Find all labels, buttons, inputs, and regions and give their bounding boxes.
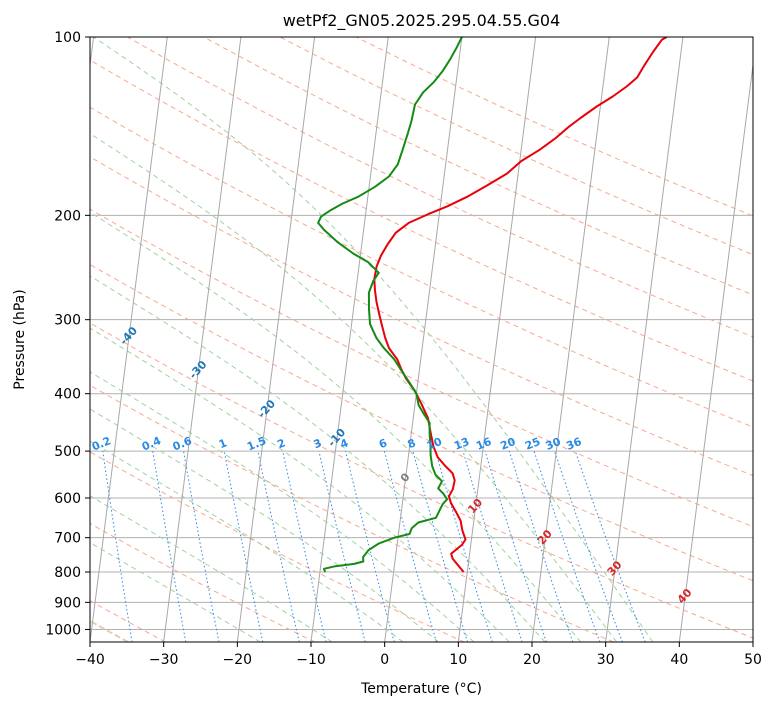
mixing-ratio-line	[508, 450, 574, 642]
isotherm-line	[163, 37, 242, 642]
isotherm-line	[90, 37, 168, 642]
x-tick-label: 30	[597, 652, 615, 668]
y-axis-label: Pressure (hPa)	[12, 289, 28, 389]
x-tick-label: −30	[149, 652, 179, 668]
mixing-ratio-line	[554, 450, 623, 642]
skewed-isotherms	[90, 37, 753, 642]
moist-adiabat-line	[93, 37, 654, 642]
y-tick-label: 400	[54, 387, 81, 403]
isotherm-line	[531, 37, 610, 642]
mixing-ratio-line	[412, 450, 468, 642]
moist-adiabat-line	[90, 371, 475, 642]
plot-frame	[89, 36, 754, 643]
y-tick-label: 500	[54, 444, 81, 460]
moist-adiabat-line	[90, 541, 261, 642]
moist-adiabats	[90, 37, 654, 642]
mixing-ratio-lines	[102, 450, 646, 642]
moist-adiabat-line	[90, 275, 546, 642]
mixing-ratio-label: 25	[523, 435, 542, 453]
isotherm-line	[678, 61, 753, 642]
mixing-ratio-line	[282, 450, 327, 642]
x-tick-label: 20	[523, 652, 541, 668]
x-axis-label: Temperature (°C)	[360, 681, 482, 697]
mixing-ratio-label: 20	[498, 435, 517, 453]
mixing-ratio-label: 13	[452, 435, 471, 453]
mixing-ratio-line	[318, 450, 366, 642]
profile-series	[317, 37, 668, 573]
temperature-line	[373, 37, 668, 573]
dry-adiabat-line	[127, 37, 753, 338]
mixing-ratio-line	[484, 450, 547, 642]
dry-adiabat-line	[90, 106, 753, 428]
x-tick-label: 0	[380, 652, 389, 668]
moist-adiabat-line	[90, 327, 510, 642]
x-tick-label: −10	[296, 652, 326, 668]
gridlines	[90, 37, 753, 630]
dry-adiabat-line	[90, 59, 753, 382]
mixing-ratio-line	[223, 451, 264, 642]
y-tick-label: 800	[54, 565, 81, 581]
isotherm-label: -50	[49, 285, 72, 309]
mixing-ratio-label: 16	[474, 435, 493, 453]
isotherm-line	[457, 37, 537, 642]
mixing-ratio-label: 8	[406, 436, 418, 451]
dry-adiabat-line	[90, 522, 315, 642]
isotherm-line	[605, 37, 684, 642]
isotherm-line	[310, 37, 389, 642]
dry-adiabat-line	[90, 208, 753, 528]
moist-adiabat-line	[90, 440, 404, 642]
mixing-ratio-line	[183, 451, 220, 642]
y-tick-label: 300	[54, 313, 81, 329]
y-tick-label: 100	[54, 30, 81, 46]
isotherm-line	[236, 37, 316, 642]
mixing-ratio-label: 30	[544, 435, 563, 453]
y-tick-label: 600	[54, 491, 81, 507]
mixing-ratio-line	[533, 450, 601, 642]
moist-adiabat-line	[90, 211, 582, 642]
x-tick-label: −20	[223, 652, 253, 668]
x-axis-ticks: −40 −30 −20 −10 0 10 20 30 40 50	[75, 642, 762, 668]
mixing-ratio-line	[435, 450, 493, 642]
isotherm-line	[752, 638, 753, 642]
y-tick-label: 200	[54, 208, 81, 224]
y-tick-label: 700	[54, 531, 81, 547]
mixing-ratio-label: 2	[275, 436, 287, 451]
moist-adiabat-line	[90, 408, 439, 642]
x-tick-label: −40	[75, 652, 105, 668]
dry-adiabat-line	[90, 451, 465, 642]
mixing-ratio-label: 3	[312, 436, 324, 451]
chart-title: wetPf2_GN05.2025.295.04.55.G04	[283, 11, 561, 31]
mixing-ratio-line	[462, 450, 523, 642]
y-tick-label: 1000	[45, 622, 81, 638]
mixing-ratio-label: 1	[217, 436, 229, 451]
mixing-ratio-label: 36	[564, 435, 583, 453]
isotherm-line	[384, 37, 463, 642]
x-tick-label: 10	[449, 652, 467, 668]
y-axis-ticks: 100 200 300 400 500 600 700 800 900 1000	[45, 30, 90, 638]
mixing-ratio-line	[383, 450, 437, 642]
y-tick-label: 900	[54, 595, 81, 611]
dewpoint-line	[317, 37, 463, 573]
plot-background	[90, 37, 753, 642]
mixing-ratio-label: 10	[425, 435, 444, 453]
x-tick-label: 40	[670, 652, 688, 668]
isotherm-label: -60	[0, 233, 5, 257]
mixing-ratio-line	[574, 450, 646, 642]
x-tick-label: 50	[744, 652, 762, 668]
mixing-ratio-line	[257, 450, 300, 642]
